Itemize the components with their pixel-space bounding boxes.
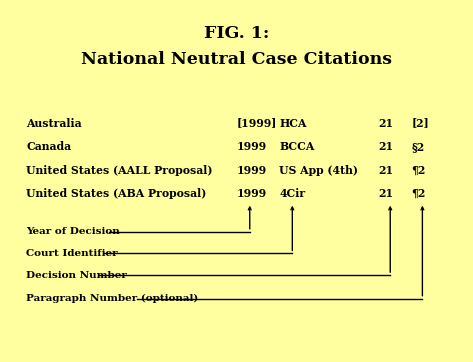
Text: 1999: 1999 — [236, 188, 267, 199]
Text: ¶2: ¶2 — [412, 165, 426, 176]
Text: [1999]: [1999] — [236, 118, 277, 129]
Text: §2: §2 — [412, 141, 425, 152]
Text: Paragraph Number (optional): Paragraph Number (optional) — [26, 294, 198, 303]
Text: 21: 21 — [378, 141, 394, 152]
Text: Canada: Canada — [26, 141, 71, 152]
Text: 21: 21 — [378, 118, 394, 129]
Text: Year of Decision: Year of Decision — [26, 227, 120, 236]
Text: 4Cir: 4Cir — [279, 188, 305, 199]
Text: 21: 21 — [378, 188, 394, 199]
Text: [2]: [2] — [412, 118, 429, 129]
Text: Decision Number: Decision Number — [26, 271, 127, 279]
Text: Court Identifier: Court Identifier — [26, 249, 118, 258]
Text: 1999: 1999 — [236, 141, 267, 152]
Text: 1999: 1999 — [236, 165, 267, 176]
Text: Australia: Australia — [26, 118, 82, 129]
Text: HCA: HCA — [279, 118, 307, 129]
Text: United States (ABA Proposal): United States (ABA Proposal) — [26, 188, 206, 199]
Text: ¶2: ¶2 — [412, 188, 426, 199]
Text: United States (AALL Proposal): United States (AALL Proposal) — [26, 165, 212, 176]
Text: National Neutral Case Citations: National Neutral Case Citations — [81, 51, 392, 68]
Text: US App (4th): US App (4th) — [279, 165, 358, 176]
Text: BCCA: BCCA — [279, 141, 315, 152]
Text: 21: 21 — [378, 165, 394, 176]
Text: FIG. 1:: FIG. 1: — [204, 25, 269, 42]
